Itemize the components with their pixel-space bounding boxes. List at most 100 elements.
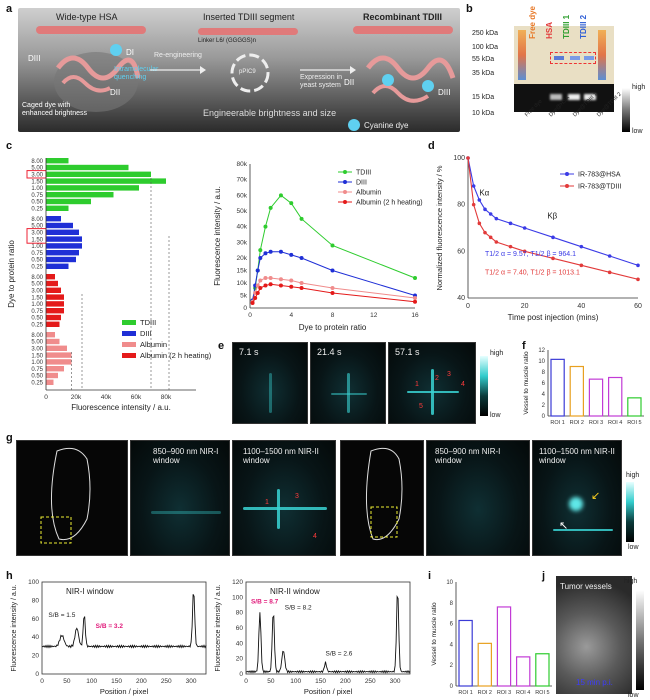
tick-label: 5.00 [31,282,43,288]
data-point [636,263,640,268]
y-tick-label: 10 [538,359,545,365]
data-point [278,277,283,282]
gel-fluorescence-image [514,84,614,112]
data-point [255,268,260,273]
legend-marker [343,180,347,184]
lane-labels-bottom: Free dye Dye@HSA Dye@TDIII 1 Dye@TDIII 2 [524,91,623,120]
data-point [471,202,476,207]
bar [46,205,69,211]
y-axis-title: Vessel to muscle ratio [431,602,438,666]
y-tick-label: 100 [453,155,465,162]
colorbar-high-label: high [490,350,504,357]
series-line [467,157,639,280]
hsa-domain-bar [36,26,146,34]
x-tick-label: 150 [315,678,326,685]
y-axis-title: Fluorescence intensity / a.u. [213,186,222,286]
cyanine-dye-icon [348,119,360,131]
x-tick-label: 8 [331,312,335,319]
window-label: 1100–1500 nm NIR-II window [243,447,319,465]
intramolecular-quenching-text: Intramolecular quenching [114,66,159,81]
domain-label-diii: DIII [28,54,41,63]
sb-annotation: S/B = 8.7 [251,598,279,605]
legend-label: TDIII [140,318,157,327]
lane-labels-top: Free dye HSA TDIII 1 TDIII 2 [528,6,588,39]
bar [46,243,82,249]
bar [46,294,64,300]
y-tick-label: 40 [32,634,40,641]
data-point [413,276,417,280]
data-point [278,193,283,198]
x-tick-label: ROI 5 [535,690,549,696]
y-tick-label: 8 [450,601,454,607]
mouse-whole-body-image-1 [16,440,128,556]
roi-marker: 1 [265,499,269,506]
data-point [258,256,263,260]
half-life-stat: T1/2 α = 9.57, T1/2 β = 964.1 [485,251,576,258]
data-point [483,230,487,235]
data-point [330,268,335,273]
time-label: 57.1 s [395,347,420,357]
y-tick-label: 0 [542,414,546,420]
data-point [330,291,335,295]
window-label: 1100–1500 nm NIR-II window [539,447,615,465]
y-tick-label: 100 [232,594,243,601]
legend-item: TDIII [122,318,211,327]
x-tick-label: 20k [71,394,82,401]
expression-text: Expression in yeast system [300,74,343,89]
tick-label: 5.00 [31,340,43,346]
y-axis-title: Fluorescence intensity / a.u. [215,584,222,671]
tick-label: 0.50 [31,316,43,322]
legend-label: Albumin (2 h heating) [356,200,423,207]
intensity-profile-line [41,594,207,649]
x-tick-label: 250 [365,678,376,685]
reengineering-arrow-icon [150,66,206,74]
bar [46,287,61,293]
data-point [253,296,258,300]
x-tick-label: ROI 5 [627,420,641,426]
plot-frame [41,581,207,675]
roi-marker: 4 [461,381,465,388]
y-tick-label: 6 [542,381,546,387]
y-axis-title: Normalized fluorescence intensity / % [435,165,444,290]
panel-a-title-left: Wide-type HSA [56,12,118,22]
data-point [255,291,260,295]
tick-label: 0.50 [31,258,43,264]
tick-label: 0.50 [31,200,43,206]
legend-label: Albumin (2 h heating) [140,351,212,360]
bar [627,397,642,417]
x-tick-label: 100 [86,678,97,685]
series-line [252,277,416,302]
bar [550,358,565,417]
tick-label: 1.50 [31,237,43,243]
data-point [289,201,294,206]
tick-label: 0.75 [31,193,43,199]
x-tick-label: 50 [63,678,71,685]
x-tick-label: ROI 2 [478,690,492,696]
roi-marker: 3 [295,493,299,500]
hsa-structure-image [54,44,141,112]
y-tick-label: 80 [457,202,465,209]
tick-label: 3.00 [31,347,43,353]
y-tick-label: 5k [240,293,248,300]
tick-label: 3.00 [31,289,43,295]
data-point [268,276,273,280]
x-tick-label: 60k [131,394,142,401]
tick-label: 0.75 [31,251,43,257]
y-axis-title: Fluorescence intensity / a.u. [11,584,18,671]
roi-marker: 5 [419,403,423,410]
legend-label: DIII [140,329,152,338]
mw-label: 100 kDa [472,44,499,51]
sb-annotation: S/B = 8.2 [285,605,312,612]
data-point [289,252,294,257]
window-label: 850–900 nm NIR-I window [153,447,219,465]
panel-a-title-mid: Inserted TDIII segment [203,12,295,22]
tick-label: 1.50 [31,353,43,359]
tick-label: 1.00 [31,302,43,308]
panel-c-line-chart: 0 5k 10k 15k 20k 30k 40k 50k 60k 70k 80k 0 4 8 12 16 Dye… [213,161,423,332]
x-tick-label: 200 [340,678,351,685]
legend-item: Albumin [122,340,211,349]
lane-label: TDIII 1 [562,14,571,39]
bar [46,185,139,191]
x-tick-label: 0 [248,312,252,319]
bar [46,164,129,171]
